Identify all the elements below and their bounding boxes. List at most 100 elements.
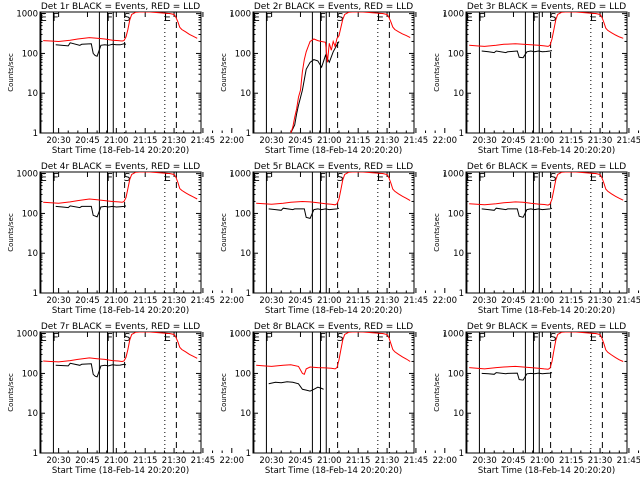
series-line-lld (43, 332, 198, 363)
marker-label: E (40, 331, 47, 344)
plot-frame (465, 11, 628, 134)
x-tick-label: 22:00 (433, 296, 458, 306)
y-tick-label: 1 (246, 129, 251, 139)
x-axis-label: Start Time (18-Feb-14 20:20:20) (52, 466, 189, 476)
series-line-events (268, 207, 340, 220)
y-tick-label: 1 (246, 449, 251, 459)
marker-label: E (377, 331, 384, 344)
y-tick-label: 10 (27, 249, 38, 259)
marker-label: F (106, 331, 112, 344)
x-tick-label: 20:45 (501, 456, 526, 466)
marker-label: F (478, 171, 484, 184)
chart-panel-7: Det 7r BLACK = Events, RED = LLD Counts/s… (7, 322, 244, 476)
y-axis-label: Counts/sec (7, 373, 15, 412)
y-axis-label: Counts/sec (220, 53, 228, 92)
x-tick-label: 21:30 (375, 296, 400, 306)
y-tick-label: 1000 (229, 330, 251, 340)
marker-label: F (478, 331, 484, 344)
x-tick-label: 22:00 (433, 136, 458, 146)
x-tick-label: 21:30 (375, 456, 400, 466)
plot-frame (39, 171, 202, 294)
series-line-events (268, 381, 324, 392)
series-line-lld (469, 332, 624, 370)
chart-title: Det 7r BLACK = Events, RED = LLD (41, 322, 200, 332)
chart-title: Det 9r BLACK = Events, RED = LLD (467, 322, 626, 332)
y-axis-label: Counts/sec (433, 213, 441, 252)
marker-label: E (590, 171, 597, 184)
plot-frame (39, 331, 202, 454)
x-tick-label: 20:45 (75, 296, 100, 306)
x-tick-label: 21:15 (133, 136, 158, 146)
marker-label: E (466, 331, 473, 344)
x-tick-label: 21:30 (162, 456, 187, 466)
x-axis-label: Start Time (18-Feb-14 20:20:20) (478, 146, 615, 156)
y-tick-label: 100 (448, 49, 464, 59)
y-tick-label: 1000 (16, 10, 38, 20)
x-tick-label: 20:45 (288, 296, 313, 306)
chart-title: Det 8r BLACK = Events, RED = LLD (254, 322, 413, 332)
y-tick-label: 100 (235, 49, 251, 59)
marker-label: F (319, 11, 325, 24)
x-tick-label: 21:00 (530, 456, 555, 466)
y-axis-label: Counts/sec (220, 373, 228, 412)
chart-title: Det 6r BLACK = Events, RED = LLD (467, 162, 626, 172)
x-tick-label: 21:45 (191, 136, 216, 146)
series-line-lld (290, 12, 411, 133)
x-tick-label: 21:45 (404, 136, 429, 146)
chart-title: Det 3r BLACK = Events, RED = LLD (467, 2, 626, 12)
marker-label: F (319, 331, 325, 344)
x-tick-label: 22:00 (433, 456, 458, 466)
marker-label: F (532, 331, 538, 344)
chart-panel-2: Det 2r BLACK = Events, RED = LLD Counts/s… (220, 2, 457, 156)
x-tick-label: 20:30 (472, 296, 497, 306)
x-tick-label: 21:15 (133, 456, 158, 466)
y-axis-label: Counts/sec (433, 373, 441, 412)
chart-panel-9: Det 9r BLACK = Events, RED = LLD Counts/s… (433, 322, 640, 476)
y-axis-label: Counts/sec (220, 213, 228, 252)
y-tick-label: 10 (453, 89, 464, 99)
x-axis-label: Start Time (18-Feb-14 20:20:20) (52, 146, 189, 156)
marker-label: E (253, 331, 260, 344)
x-tick-label: 20:45 (75, 136, 100, 146)
plot-frame (465, 331, 628, 454)
y-tick-label: 100 (22, 209, 38, 219)
y-axis-label: Counts/sec (7, 213, 15, 252)
y-tick-label: 1 (459, 449, 464, 459)
series-line-lld (469, 12, 624, 47)
marker-label: F (52, 11, 58, 24)
y-tick-label: 1 (459, 129, 464, 139)
y-tick-label: 1 (459, 289, 464, 299)
x-tick-label: 21:00 (317, 296, 342, 306)
y-axis-label: Counts/sec (7, 53, 15, 92)
marker-label: F (478, 11, 484, 24)
y-tick-label: 10 (240, 249, 251, 259)
chart-title: Det 1r BLACK = Events, RED = LLD (41, 2, 200, 12)
series-line-lld (256, 172, 411, 206)
series-group (290, 12, 411, 133)
y-tick-label: 10 (453, 409, 464, 419)
x-tick-label: 21:15 (559, 456, 584, 466)
series-group (469, 172, 624, 218)
marker-label: S (550, 11, 557, 24)
x-tick-label: 21:30 (375, 136, 400, 146)
chart-panel-6: Det 6r BLACK = Events, RED = LLD Counts/s… (433, 162, 640, 316)
y-tick-label: 10 (27, 89, 38, 99)
y-tick-label: 100 (448, 209, 464, 219)
x-tick-label: 20:30 (259, 136, 284, 146)
y-tick-label: 100 (22, 369, 38, 379)
chart-title: Det 4r BLACK = Events, RED = LLD (41, 162, 200, 172)
y-axis-label: Counts/sec (433, 53, 441, 92)
marker-label: E (40, 11, 47, 24)
y-tick-label: 10 (240, 409, 251, 419)
x-axis-label: Start Time (18-Feb-14 20:20:20) (52, 306, 189, 316)
x-tick-label: 21:00 (317, 136, 342, 146)
marker-label: S (337, 331, 344, 344)
marker-label: E (253, 11, 260, 24)
marker-label: S (550, 331, 557, 344)
chart-panel-1: Det 1r BLACK = Events, RED = LLD Counts/s… (7, 2, 244, 156)
y-tick-label: 1000 (16, 330, 38, 340)
x-tick-label: 22:00 (220, 456, 245, 466)
series-line-events (55, 205, 127, 218)
series-line-lld (256, 332, 411, 375)
